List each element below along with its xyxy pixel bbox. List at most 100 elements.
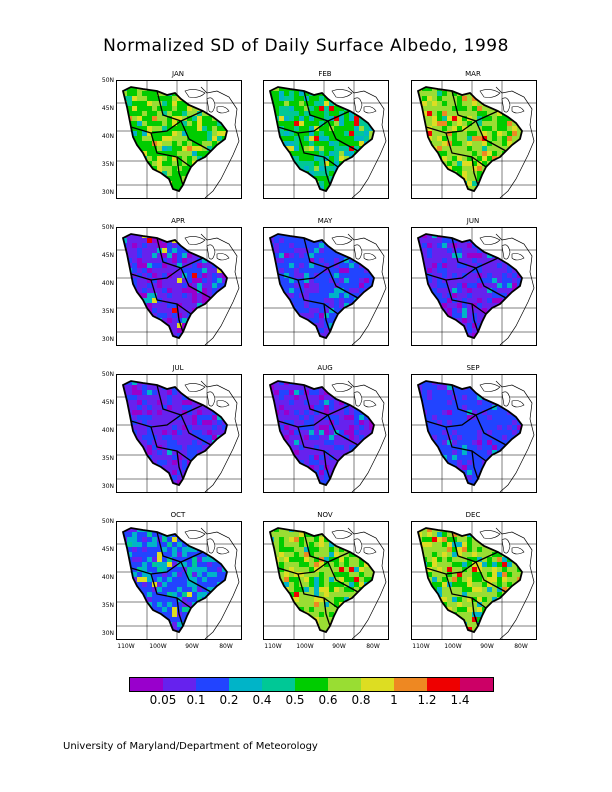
great-lake [511, 106, 525, 114]
great-lake [331, 383, 353, 392]
footer-credit: University of Maryland/Department of Met… [63, 741, 318, 752]
great-lake [206, 244, 216, 260]
great-lake [501, 97, 511, 113]
great-lake [353, 97, 363, 113]
colorbar-cell [427, 678, 460, 691]
great-lake [184, 236, 206, 245]
albedo-map [412, 81, 536, 198]
longitude-tick: 110W [264, 643, 282, 650]
colorbar-label: 1.2 [417, 693, 437, 707]
colorbar-label: 0.4 [252, 693, 272, 707]
basin-outline [121, 527, 228, 634]
great-lake [353, 244, 363, 260]
month-label: NOV [317, 511, 333, 519]
latitude-tick: 50N [101, 518, 114, 525]
basin-outline [268, 86, 375, 193]
great-lake [331, 530, 353, 539]
colorbar-cell [262, 678, 295, 691]
great-lake [479, 89, 501, 98]
month-label: FEB [318, 70, 332, 78]
great-lake [479, 530, 501, 539]
albedo-grid-cells [123, 234, 227, 338]
great-lake [353, 391, 363, 407]
month-label: SEP [466, 364, 480, 372]
map-panel-apr [116, 227, 242, 346]
colorbar-cell [328, 678, 361, 691]
basin-outline [121, 233, 228, 340]
great-lake [511, 400, 525, 408]
month-label: AUG [317, 364, 333, 372]
great-lake [216, 547, 230, 555]
colorbar-cell [229, 678, 262, 691]
longitude-tick: 100W [296, 643, 314, 650]
great-lake [353, 538, 363, 554]
albedo-map [412, 228, 536, 345]
albedo-grid-cells [418, 87, 522, 191]
basin-outline [416, 527, 523, 634]
colorbar [129, 677, 494, 692]
great-lake [331, 236, 353, 245]
basin-outline [416, 86, 523, 193]
albedo-grid-cells [270, 528, 374, 632]
latitude-tick: 30N [101, 483, 114, 490]
albedo-grid-cells [270, 87, 374, 191]
great-lake [511, 253, 525, 261]
great-lake [501, 391, 511, 407]
latitude-tick: 45N [101, 105, 114, 112]
great-lake [511, 547, 525, 555]
albedo-grid-cells [270, 234, 374, 338]
albedo-grid-cells [418, 528, 522, 632]
longitude-tick: 90W [480, 643, 494, 650]
latitude-tick: 35N [101, 455, 114, 462]
colorbar-label: 0.6 [318, 693, 338, 707]
colorbar-label: 0.05 [149, 693, 177, 707]
month-label: JUN [466, 217, 480, 225]
latitude-tick: 30N [101, 630, 114, 637]
latitude-tick: 50N [101, 371, 114, 378]
latitude-tick: 30N [101, 336, 114, 343]
great-lake [206, 391, 216, 407]
colorbar-cell [163, 678, 196, 691]
albedo-map [264, 81, 388, 198]
great-lake [331, 89, 353, 98]
longitude-tick: 80W [366, 643, 380, 650]
coastline [347, 86, 387, 198]
albedo-map [117, 375, 241, 492]
colorbar-label: 1.4 [450, 693, 470, 707]
great-lake [184, 89, 206, 98]
coastline [347, 380, 387, 492]
great-lake [206, 97, 216, 113]
albedo-map [412, 522, 536, 639]
great-lake [363, 106, 377, 114]
latitude-tick: 45N [101, 399, 114, 406]
colorbar-cell [130, 678, 163, 691]
latitude-tick: 40N [101, 133, 114, 140]
albedo-grid-cells [418, 381, 522, 485]
longitude-tick: 80W [219, 643, 233, 650]
great-lake [216, 253, 230, 261]
colorbar-label: 1 [390, 693, 398, 707]
month-label: MAY [317, 217, 333, 225]
great-lake [216, 106, 230, 114]
latitude-tick: 45N [101, 546, 114, 553]
longitude-tick: 90W [185, 643, 199, 650]
basin-outline [121, 380, 228, 487]
month-label: APR [171, 217, 185, 225]
latitude-tick: 35N [101, 308, 114, 315]
latitude-tick: 40N [101, 574, 114, 581]
longitude-tick: 110W [117, 643, 135, 650]
map-panel-dec [411, 521, 537, 640]
basin-outline [416, 233, 523, 340]
great-lake [184, 530, 206, 539]
basin-outline [416, 380, 523, 487]
coastline [347, 233, 387, 345]
great-lake [184, 383, 206, 392]
great-lake [363, 400, 377, 408]
colorbar-label: 0.8 [351, 693, 371, 707]
month-label: DEC [465, 511, 481, 519]
coastline [495, 86, 535, 198]
month-label: JUL [172, 364, 184, 372]
longitude-tick: 80W [514, 643, 528, 650]
basin-outline [268, 527, 375, 634]
colorbar-cell [460, 678, 493, 691]
